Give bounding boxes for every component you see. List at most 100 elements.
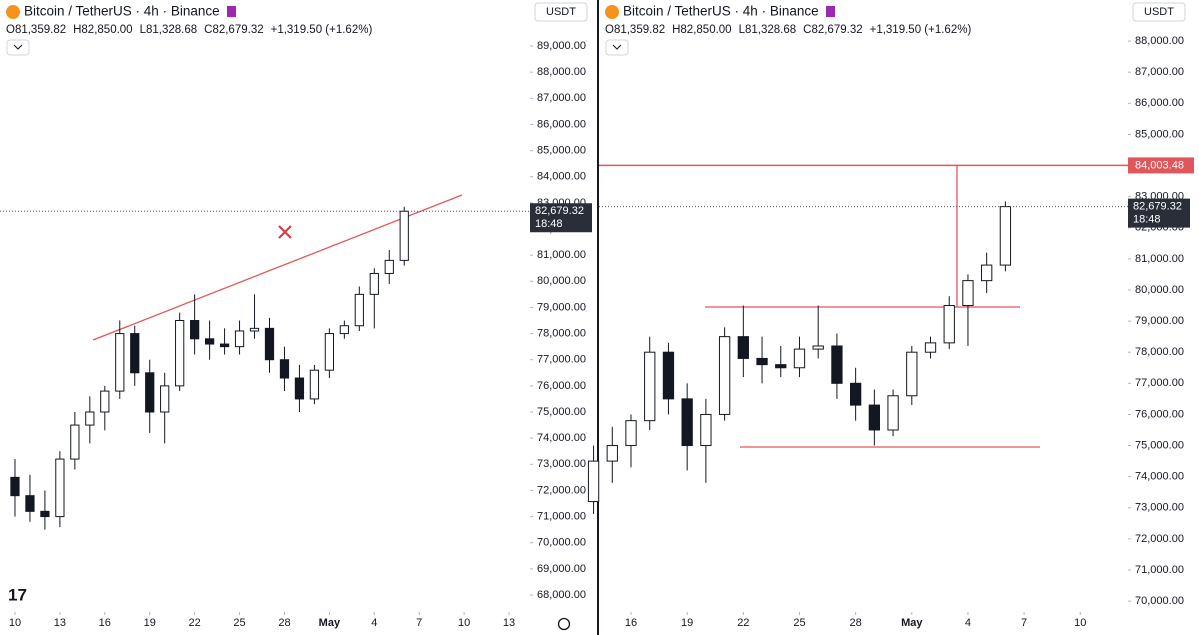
- candle-body: [324, 333, 334, 371]
- ohlc-value: +1,319.50 (+1.62%): [271, 24, 373, 36]
- countdown: 18:48: [535, 218, 563, 230]
- candle-body: [606, 445, 618, 462]
- ohlc-value: +1,319.50 (+1.62%): [870, 24, 972, 36]
- symbol-title: Bitcoin / TetherUS · 4h · Binance: [623, 4, 819, 19]
- y-tick-label: 87,000.00: [1135, 66, 1184, 78]
- chevron: [612, 44, 622, 50]
- y-tick-label: 72,000.00: [537, 484, 586, 496]
- tv-logo: 17: [8, 585, 27, 604]
- y-tick-label: 80,000.00: [1135, 284, 1184, 296]
- y-tick-label: 69,000.00: [537, 563, 586, 575]
- settings-icon[interactable]: [557, 617, 571, 631]
- x-tick-label: 4: [965, 617, 971, 629]
- y-tick-label: 76,000.00: [537, 380, 586, 392]
- y-tick-label: 73,000.00: [1135, 502, 1184, 514]
- y-tick-label: 87,000.00: [537, 92, 586, 104]
- candle-body: [906, 351, 918, 397]
- collapse-button[interactable]: [6, 39, 30, 56]
- currency-box[interactable]: [534, 2, 588, 22]
- level-label: 84,003.48: [1135, 159, 1184, 171]
- currency-box[interactable]: [1132, 2, 1186, 22]
- last-price-label: 82,679.32: [535, 205, 584, 217]
- coin-icon: [6, 5, 20, 19]
- candle-body: [309, 369, 320, 400]
- collapse-button[interactable]: [605, 39, 629, 56]
- candle-body: [70, 424, 80, 460]
- candle-body: [145, 372, 155, 413]
- last-price-tag: [1128, 198, 1190, 228]
- ohlc-value: L81,328.68: [140, 24, 198, 36]
- candle-body: [662, 351, 675, 400]
- candle-body: [756, 357, 768, 366]
- candle-body: [943, 305, 955, 344]
- x-tick-label: 28: [278, 617, 290, 629]
- candle-body: [40, 510, 50, 518]
- y-tick-label: 76,000.00: [1135, 408, 1184, 420]
- y-tick-label: 74,000.00: [537, 432, 586, 444]
- y-tick-label: 85,000.00: [537, 144, 586, 156]
- x-tick-label: 10: [458, 617, 470, 629]
- candle-body: [55, 458, 65, 518]
- candle-body: [718, 336, 731, 415]
- candle-body: [831, 345, 843, 384]
- ohlc-value: O81,359.82: [6, 24, 66, 36]
- y-tick-label: 77,000.00: [1135, 377, 1184, 389]
- y-tick-label: 74,000.00: [1135, 471, 1184, 483]
- last-price-tag: [530, 203, 592, 233]
- x-tick-label: 25: [793, 617, 805, 629]
- x-tick-label: 19: [144, 617, 156, 629]
- ohlc-value: C82,679.32: [803, 24, 862, 36]
- x-tick-label: 7: [416, 617, 422, 629]
- y-tick-label: 78,000.00: [1135, 346, 1184, 358]
- y-tick-label: 75,000.00: [537, 406, 586, 418]
- candle-body: [868, 404, 881, 431]
- candle-body: [793, 348, 806, 369]
- x-tick-label: 16: [625, 617, 637, 629]
- y-tick-label: 79,000.00: [537, 301, 586, 313]
- x-tick-label: 22: [737, 617, 749, 629]
- candle-body: [737, 336, 749, 359]
- candle-body: [587, 460, 600, 503]
- candle-body: [999, 206, 1012, 266]
- y-tick-label: 81,000.00: [1135, 253, 1184, 265]
- coin-icon: [605, 5, 619, 19]
- currency: USDT: [1144, 6, 1174, 18]
- candle-body: [115, 333, 125, 392]
- y-tick-label: 68,000.00: [537, 589, 586, 601]
- candle-body: [160, 385, 170, 413]
- candle-body: [700, 413, 712, 447]
- x-tick-label: May: [901, 617, 923, 629]
- y-tick-label: 86,000.00: [537, 118, 586, 130]
- x-mark: [278, 225, 292, 239]
- candle-body: [962, 280, 974, 307]
- y-tick-label: 88,000.00: [537, 66, 586, 78]
- x-tick-label: 19: [681, 617, 693, 629]
- y-tick-label: 72,000.00: [1135, 533, 1184, 545]
- flag-icon: [826, 6, 835, 17]
- x-tick-label: 13: [54, 617, 66, 629]
- x-tick-label: 10: [1074, 617, 1086, 629]
- ohlc-value: H82,850.00: [73, 24, 132, 36]
- candle-body: [625, 420, 637, 447]
- y-tick-label: 86,000.00: [1135, 97, 1184, 109]
- candle-body: [234, 330, 245, 348]
- last-price-label: 82,679.32: [1133, 201, 1182, 213]
- candle-body: [85, 411, 95, 426]
- candle-body: [204, 338, 215, 345]
- candle-body: [25, 495, 35, 512]
- y-tick-label: 78,000.00: [537, 327, 586, 339]
- x-tick-label: 10: [9, 617, 21, 629]
- candle-body: [887, 395, 899, 431]
- ohlc-value: O81,359.82: [605, 24, 665, 36]
- candle-body: [981, 264, 993, 282]
- x-tick-label: 16: [99, 617, 111, 629]
- x-tick-label: 4: [371, 617, 377, 629]
- ohlc-value: H82,850.00: [672, 24, 731, 36]
- y-tick-label: 75,000.00: [1135, 439, 1184, 451]
- candle-body: [175, 320, 185, 387]
- candle-body: [219, 343, 230, 348]
- x-tick-label: 28: [850, 617, 862, 629]
- candle-body: [339, 325, 349, 335]
